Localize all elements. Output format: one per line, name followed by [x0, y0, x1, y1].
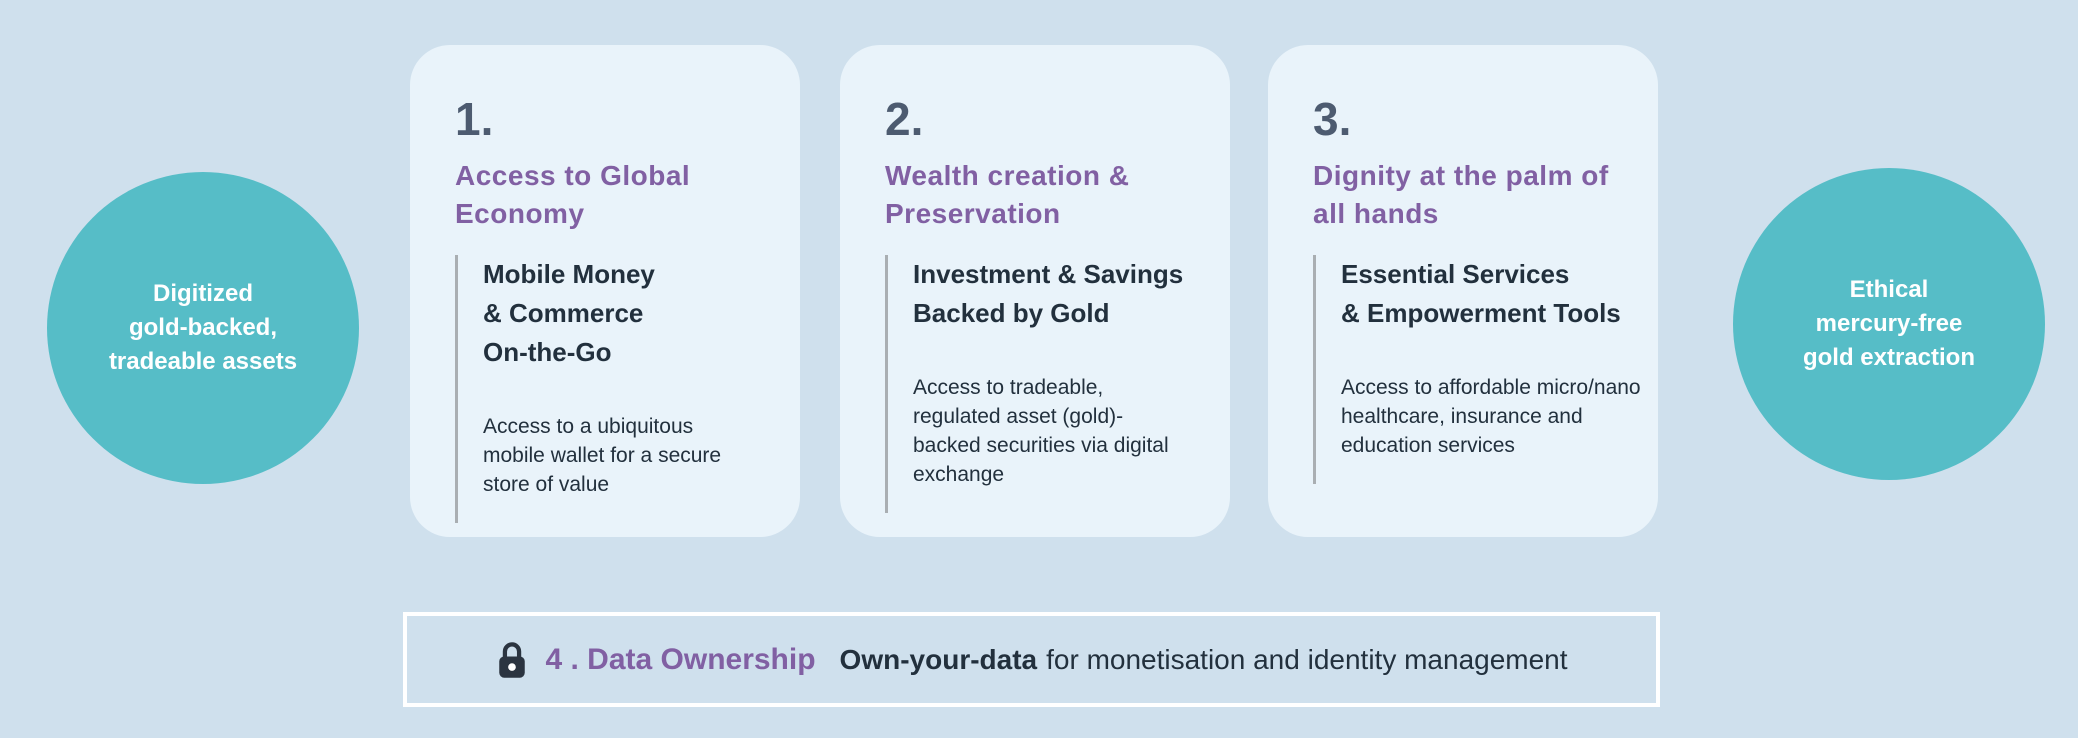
card-heading: Access to Global Economy [455, 160, 691, 230]
card-wealth-creation: 2. Wealth creation & Preservation Invest… [840, 45, 1230, 537]
data-ownership-label: 4 . Data Ownership [545, 642, 816, 676]
card-subtitle: Investment & Savings Backed by Gold [913, 259, 1184, 329]
lock-icon [499, 641, 526, 678]
card-number: 2. [885, 93, 924, 145]
own-your-data-phrase: Own-your-data [839, 643, 1038, 675]
card-subtitle: Essential Services & Empowerment Tools [1341, 259, 1621, 329]
card-description: Access to a ubiquitous mobile wallet for… [483, 415, 722, 497]
data-ownership-bar: 4 . Data Ownership Own-your-data for mon… [403, 612, 1660, 707]
right-circle: Ethical mercury-free gold extraction [1733, 168, 2045, 480]
card-number: 3. [1313, 93, 1352, 145]
card-dignity: 3. Dignity at the palm of all hands Esse… [1268, 45, 1658, 537]
card-access-global-economy: 1. Access to Global Economy Mobile Money… [410, 45, 800, 537]
card-description: Access to affordable micro/nano healthca… [1341, 376, 1641, 458]
card-body-block: Investment & Savings Backed by Gold Acce… [885, 255, 1212, 514]
card-subtitle: Mobile Money & Commerce On-the-Go [483, 259, 655, 368]
card-heading: Dignity at the palm of all hands [1313, 160, 1609, 230]
card-body-block: Mobile Money & Commerce On-the-Go Access… [455, 255, 782, 524]
card-heading: Wealth creation & Preservation [885, 160, 1130, 230]
card-number: 1. [455, 93, 494, 145]
right-circle-text: Ethical mercury-free gold extraction [1802, 276, 1976, 371]
card-description: Access to tradeable, regulated asset (go… [913, 376, 1169, 487]
card-body-block: Essential Services & Empowerment Tools A… [1313, 255, 1641, 485]
data-ownership-description: for monetisation and identity management [1046, 643, 1568, 675]
left-circle-text: Digitized gold-backed, tradeable assets [108, 280, 298, 375]
left-circle: Digitized gold-backed, tradeable assets [47, 172, 359, 484]
